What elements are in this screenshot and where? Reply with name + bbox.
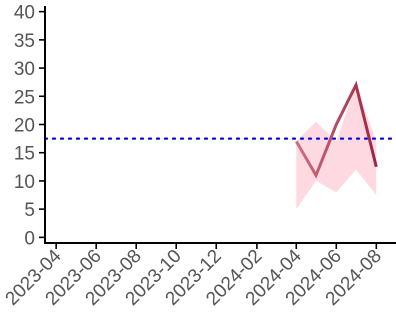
y-tick-label: 40 (14, 3, 35, 24)
confidence-band (296, 85, 377, 210)
y-tick-label: 5 (24, 200, 35, 221)
x-ticks: 2023-042023-062023-082023-102023-122024-… (2, 243, 386, 310)
y-tick-label: 0 (24, 228, 35, 249)
series-line-layer (295, 80, 378, 179)
series-line (295, 80, 378, 179)
y-tick-label: 15 (14, 144, 35, 165)
y-tick-label: 10 (14, 172, 35, 193)
y-tick-label: 35 (14, 31, 35, 52)
y-tick-label: 30 (14, 59, 35, 80)
confidence-band-layer (296, 85, 377, 210)
y-tick-label: 20 (14, 116, 35, 137)
y-ticks: 0 5 10 15 20 25 30 35 40 (14, 3, 45, 249)
y-tick-label: 25 (14, 87, 35, 108)
